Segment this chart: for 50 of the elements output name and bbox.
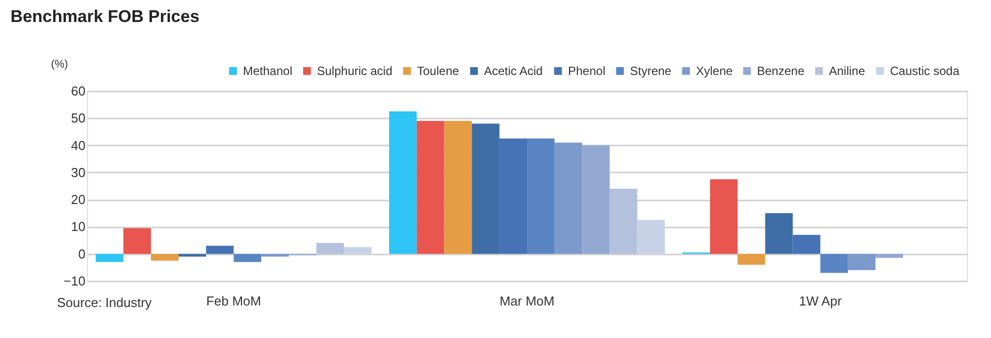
x-tick-label: 1W Apr — [799, 294, 842, 308]
legend-label: Methanol — [243, 64, 292, 78]
bar — [234, 254, 262, 262]
bar — [178, 254, 206, 257]
bar — [738, 254, 766, 265]
legend-label: Styrene — [630, 64, 672, 78]
bar — [765, 213, 793, 254]
y-tick-label: −10 — [63, 274, 86, 288]
bar — [820, 254, 848, 273]
source-note: Source: Industry — [57, 295, 152, 310]
y-tick-label: 40 — [71, 138, 86, 153]
bar — [499, 138, 527, 254]
bar — [344, 247, 372, 254]
bar — [389, 111, 417, 254]
x-tick-label: Feb MoM — [206, 294, 262, 308]
bar — [848, 254, 876, 270]
y-tick-label: 0 — [78, 246, 86, 262]
legend-label: Acetic Acid — [484, 64, 543, 78]
bar — [554, 142, 582, 254]
bar — [316, 243, 344, 254]
bar — [123, 228, 151, 254]
bar — [610, 188, 638, 254]
x-tick-label: Mar MoM — [500, 294, 554, 308]
bar — [472, 124, 500, 254]
bar — [416, 120, 444, 254]
legend-label: Toulene — [417, 64, 460, 78]
bar — [96, 254, 124, 262]
y-axis-title: (%) — [50, 58, 68, 70]
y-tick-label: 60 — [71, 84, 86, 98]
legend-label: Sulphuric acid — [317, 64, 392, 78]
bar — [637, 220, 665, 254]
y-tick-label: 50 — [71, 110, 86, 126]
bar — [582, 145, 610, 254]
bar — [261, 254, 289, 257]
legend-label: Phenol — [568, 64, 606, 78]
bar — [206, 246, 234, 254]
bar — [875, 254, 904, 258]
bar — [710, 179, 738, 254]
bar — [792, 234, 820, 254]
legend-label: Benzene — [757, 64, 805, 78]
legend-label: Aniline — [829, 64, 866, 78]
legend-label: Xylene — [696, 64, 734, 78]
bar — [444, 120, 472, 254]
y-tick-label: 20 — [71, 192, 86, 208]
y-tick-label: 30 — [71, 164, 86, 180]
bar — [150, 254, 179, 261]
bar — [527, 138, 555, 254]
chart-title: Benchmark FOB Prices — [10, 7, 200, 26]
y-tick-label: 10 — [71, 219, 86, 234]
legend-label: Caustic soda — [890, 64, 960, 78]
